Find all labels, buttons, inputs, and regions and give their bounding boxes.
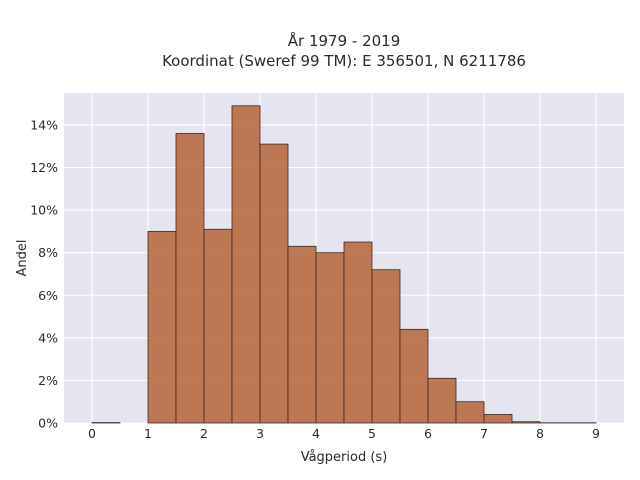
histogram-bar <box>315 252 345 424</box>
y-tick-labels: 0% 2% 4% 6% 8% 10% 12% 14% <box>30 117 58 430</box>
x-tick-label: 1 <box>144 426 152 441</box>
x-tick-labels: 0 1 2 3 4 5 6 7 8 9 <box>88 426 600 441</box>
y-tick-label: 14% <box>30 117 58 132</box>
histogram-bar <box>399 328 429 424</box>
y-tick-label: 0% <box>38 416 58 431</box>
histogram-bar <box>203 228 233 424</box>
bars <box>91 105 597 424</box>
chart-title-line-2: Koordinat (Sweref 99 TM): E 356501, N 62… <box>162 52 526 70</box>
y-tick-label: 6% <box>38 288 58 303</box>
x-axis-label: Vågperiod (s) <box>301 450 388 465</box>
histogram-bar <box>287 245 317 424</box>
x-tick-label: 6 <box>424 426 432 441</box>
histogram-bar <box>343 241 373 424</box>
y-tick-label: 8% <box>38 245 58 260</box>
histogram-bar <box>259 143 289 424</box>
y-tick-label: 2% <box>38 373 58 388</box>
x-tick-label: 4 <box>312 426 320 441</box>
histogram-bar <box>511 421 541 424</box>
histogram-bar <box>231 105 261 424</box>
x-tick-label: 5 <box>368 426 376 441</box>
y-tick-label: 12% <box>30 160 58 175</box>
y-axis-label: Andel <box>15 240 30 277</box>
x-tick-label: 8 <box>536 426 544 441</box>
x-tick-label: 9 <box>592 426 600 441</box>
x-tick-label: 2 <box>200 426 208 441</box>
histogram-bar <box>455 401 485 424</box>
chart-title-line-1: År 1979 - 2019 <box>288 31 401 50</box>
histogram-bar <box>483 414 513 424</box>
x-tick-label: 0 <box>88 426 96 441</box>
histogram-bar <box>371 269 401 424</box>
histogram-bar <box>147 230 177 424</box>
y-tick-label: 10% <box>30 203 58 218</box>
x-tick-label: 3 <box>256 426 264 441</box>
histogram-bar <box>427 377 457 424</box>
x-tick-label: 7 <box>480 426 488 441</box>
y-tick-label: 4% <box>38 330 58 345</box>
histogram-bar <box>175 133 205 424</box>
